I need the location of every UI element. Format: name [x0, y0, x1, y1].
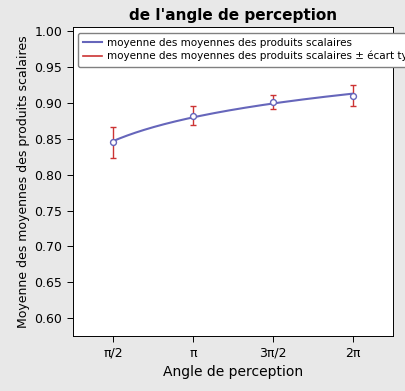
- Point: [110, 139, 116, 145]
- Title: de l'angle de perception: de l'angle de perception: [129, 9, 337, 23]
- Point: [190, 113, 196, 119]
- X-axis label: Angle de perception: Angle de perception: [163, 365, 303, 379]
- Point: [270, 99, 276, 105]
- Legend: moyenne des moyennes des produits scalaires, moyenne des moyennes des produits s: moyenne des moyennes des produits scalai…: [78, 32, 405, 66]
- Point: [350, 93, 356, 99]
- Y-axis label: Moyenne des moyennes des produits scalaires: Moyenne des moyennes des produits scalai…: [17, 36, 30, 328]
